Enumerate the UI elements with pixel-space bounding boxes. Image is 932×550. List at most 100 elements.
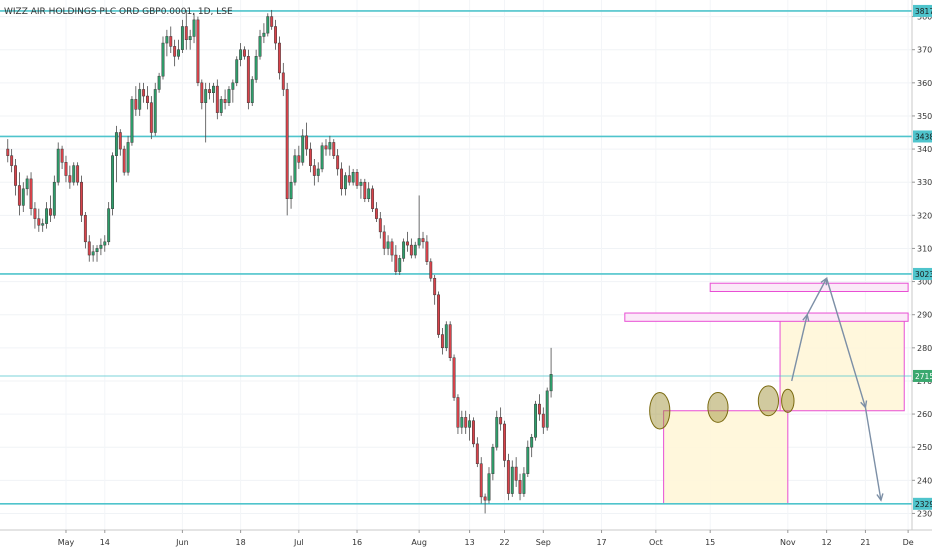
candle-body	[386, 241, 390, 249]
candle-body	[83, 215, 87, 243]
y-tick-label: 2900	[917, 311, 932, 320]
candle-body	[246, 56, 250, 103]
candle-body	[122, 148, 126, 173]
current-price-box	[913, 369, 932, 382]
candle-body	[312, 165, 316, 176]
candle-body	[243, 49, 246, 57]
y-tick-label: 3800	[917, 13, 932, 22]
level-label-box	[913, 497, 932, 510]
x-tick-label: 16	[352, 538, 362, 547]
candle-body	[169, 36, 173, 47]
candle-body	[80, 181, 83, 216]
highlight-marker	[757, 385, 779, 417]
x-tick-label: Oct	[649, 538, 663, 547]
candle-body	[25, 178, 29, 190]
level-label: 3817	[915, 7, 932, 16]
candle-body	[367, 188, 371, 199]
candle-body	[534, 403, 538, 438]
candle-body	[316, 168, 320, 176]
pattern-boxes	[663, 317, 905, 505]
candle-body	[429, 261, 433, 279]
candle-body	[479, 463, 483, 498]
candle-body	[285, 89, 289, 199]
arrow-line	[864, 407, 882, 501]
candle-body	[293, 155, 297, 183]
x-tick-label: 21	[860, 538, 870, 547]
candle-body	[277, 42, 281, 74]
candle-body	[421, 238, 425, 243]
candle-body	[359, 181, 363, 186]
y-tick-label: 2600	[917, 410, 932, 419]
candle-body	[118, 132, 122, 150]
candle-body	[363, 181, 367, 199]
candle-body	[177, 49, 180, 57]
candle-body	[161, 42, 165, 77]
candle-body	[130, 99, 134, 143]
x-tick-label: De	[903, 538, 914, 547]
candle-body	[456, 397, 460, 428]
y-tick-label: 3000	[917, 278, 932, 287]
candle-body	[305, 135, 309, 150]
y-tick-label: 3300	[917, 178, 932, 187]
arrow-line	[825, 278, 867, 408]
candle-body	[87, 241, 91, 256]
candle-body	[425, 241, 429, 262]
y-tick-label: 2500	[917, 443, 932, 452]
y-tick-label: 3500	[917, 112, 932, 121]
candle-body	[146, 95, 149, 103]
candle-body	[72, 165, 76, 183]
candle-body	[91, 251, 95, 256]
candle-body	[95, 248, 99, 252]
highlight-marker	[649, 392, 671, 430]
price-axis[interactable]: 2300240025002600270028002900300031003200…	[912, 13, 932, 519]
candle-body	[99, 244, 103, 249]
candle-body	[343, 175, 347, 190]
candle-body	[142, 89, 146, 97]
candle-body	[21, 188, 25, 206]
candle-body	[394, 254, 398, 272]
current-price-label: 2715	[915, 372, 932, 381]
candle-body	[518, 480, 522, 494]
candle-body	[526, 446, 530, 474]
candle-body	[336, 155, 340, 170]
candle-body	[382, 231, 386, 249]
candle-body	[433, 278, 437, 296]
candle-body	[14, 165, 17, 186]
candle-body	[340, 168, 343, 190]
candle-body	[165, 36, 169, 44]
level-label: 3023	[915, 270, 932, 279]
candle-body	[487, 473, 491, 501]
level-label-box	[913, 130, 932, 143]
x-tick-label: 13	[464, 538, 474, 547]
candle-body	[301, 135, 305, 163]
x-tick-label: 15	[705, 538, 715, 547]
candle-body	[204, 89, 208, 103]
projection-arrows	[791, 276, 884, 502]
candlesticks	[6, 9, 553, 514]
x-tick-label: May	[58, 538, 75, 547]
candle-body	[468, 420, 472, 428]
candle-body	[10, 155, 14, 166]
candle-body	[417, 238, 421, 246]
candle-body	[351, 172, 355, 183]
candle-body	[374, 208, 378, 219]
x-tick-label: Sep	[536, 538, 551, 547]
candle-body	[52, 181, 56, 216]
candle-body	[270, 16, 274, 27]
candle-body	[200, 82, 204, 103]
candle-body	[332, 142, 336, 156]
horizontal-levels[interactable]	[0, 10, 912, 505]
x-tick-label: 12	[822, 538, 832, 547]
candle-body	[227, 89, 231, 103]
candle-body	[64, 162, 68, 176]
time-axis[interactable]: May 14 Jun 18 Jul 16 Aug 13 22 Sep 17 Oct 15 Nov 12 21 D…	[58, 530, 914, 547]
candle-body	[464, 417, 468, 428]
candle-body	[289, 181, 293, 199]
resistance-zones	[624, 282, 909, 322]
candle-body	[491, 446, 495, 474]
highlight-marker	[707, 392, 729, 423]
candle-body	[499, 417, 503, 425]
candle-body	[495, 417, 499, 448]
candle-body	[157, 75, 161, 90]
